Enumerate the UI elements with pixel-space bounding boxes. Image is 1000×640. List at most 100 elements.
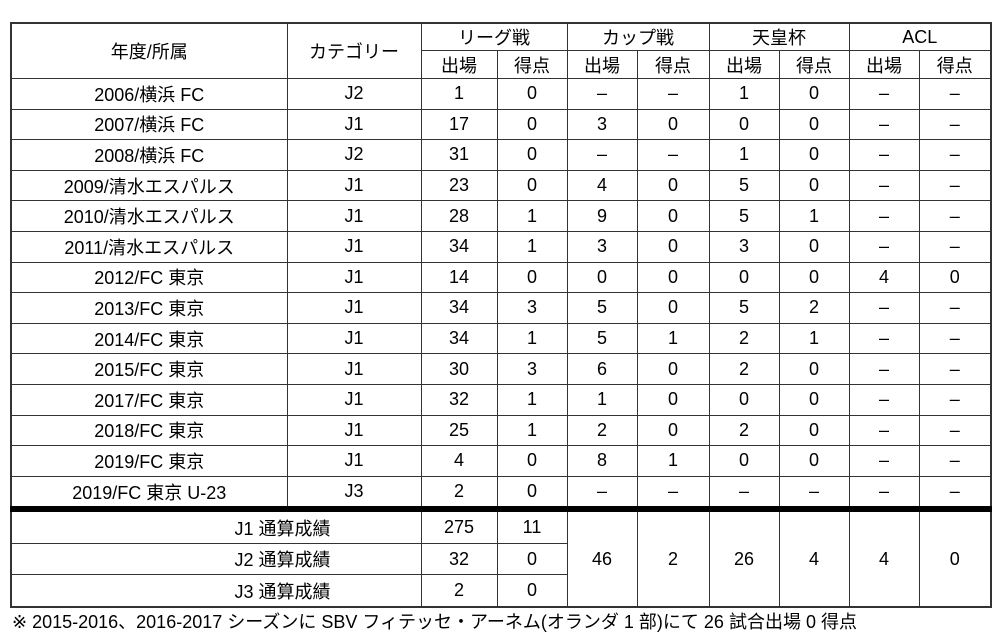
cell-emperor-apps: 0	[708, 445, 780, 477]
cell-acl-apps: –	[848, 108, 920, 141]
cell-acl-goals: –	[918, 445, 992, 477]
cell-acl-goals: –	[918, 200, 992, 232]
cell-cup-apps: 1	[566, 383, 638, 416]
cell-cup-apps: 4	[566, 169, 638, 202]
total-apps: 275	[420, 506, 498, 544]
cell-emperor-goals: 0	[778, 78, 850, 110]
table-row: 2007/横浜 FC J1 17 0 3 0 0 0– –	[10, 108, 992, 141]
cell-league-goals: 1	[496, 322, 568, 355]
cell-acl-apps: 4	[848, 261, 920, 294]
acl-total-goals: 0	[918, 506, 992, 608]
cell-league-goals: 0	[496, 475, 568, 510]
total-row-j2: J2 通算成績 32 0	[10, 542, 991, 576]
total-row-j1: J1 通算成績 275 11 46 2 26 4 4 0	[10, 506, 992, 608]
cell-year-club: 2006/横浜 FC	[10, 78, 288, 110]
total-row-j3: J3 通算成績 2 0	[10, 574, 991, 608]
cell-league-apps: 25	[420, 414, 498, 447]
cell-category: J1	[286, 445, 422, 477]
cell-acl-goals: –	[918, 292, 992, 324]
cell-emperor-goals: 1	[778, 200, 850, 232]
cell-emperor-goals: 0	[778, 261, 850, 294]
cell-emperor-apps: –	[708, 475, 780, 510]
cell-acl-apps: –	[848, 353, 920, 385]
cell-cup-apps: 8	[566, 445, 638, 477]
cell-league-goals: 3	[496, 353, 568, 385]
cell-year-club: 2014/FC 東京	[10, 322, 288, 355]
cell-category: J1	[286, 353, 422, 385]
cell-category: J3	[286, 475, 422, 510]
cell-category: J2	[286, 78, 422, 110]
cell-emperor-apps: 1	[708, 78, 780, 110]
header-acl: ACL	[848, 22, 992, 51]
cell-emperor-apps: 0	[708, 261, 780, 294]
cell-league-goals: 1	[496, 200, 568, 232]
cell-league-apps: 30	[420, 353, 498, 385]
cell-year-club: 2019/FC 東京 U-23	[10, 475, 288, 510]
cell-acl-apps: –	[848, 322, 920, 355]
cell-year-club: 2007/横浜 FC	[10, 108, 288, 141]
cell-emperor-apps: 2	[708, 353, 780, 385]
header-category: カテゴリー	[286, 22, 422, 79]
total-label: J1 通算成績	[10, 506, 422, 544]
total-goals: 11	[496, 506, 568, 544]
cell-emperor-goals: 2	[778, 292, 850, 324]
cell-acl-goals: 0	[918, 261, 992, 294]
cell-acl-goals: –	[918, 383, 992, 416]
cell-league-apps: 1	[420, 78, 498, 110]
table-row: 2015/FC 東京 J1 30 3 6 0 2 0– –	[10, 353, 992, 385]
cup-total-apps: 46	[566, 506, 638, 608]
header-goals: 得点	[918, 50, 992, 79]
cell-cup-goals: 0	[636, 230, 710, 263]
cell-acl-apps: –	[848, 200, 920, 232]
cell-acl-goals: –	[918, 169, 992, 202]
footnote: ※ 2015-2016、2016-2017 シーズンに SBV フィテッセ・アー…	[12, 612, 857, 632]
cell-league-goals: 0	[496, 108, 568, 141]
cell-year-club: 2017/FC 東京	[10, 383, 288, 416]
cell-cup-apps: 5	[566, 322, 638, 355]
cell-acl-goals: –	[918, 230, 992, 263]
table-row: 2008/横浜 FC J2 31 0– –1 0– –	[10, 139, 992, 171]
cell-cup-goals: 0	[636, 383, 710, 416]
header-apps: 出場	[708, 50, 780, 79]
cell-category: J1	[286, 292, 422, 324]
cell-cup-apps: 6	[566, 353, 638, 385]
cell-year-club: 2015/FC 東京	[10, 353, 288, 385]
cell-league-goals: 0	[496, 445, 568, 477]
cell-emperor-goals: 0	[778, 169, 850, 202]
cell-acl-apps: –	[848, 475, 920, 510]
cup-total-goals: 2	[636, 506, 710, 608]
header-league: リーグ戦	[420, 22, 568, 51]
cell-year-club: 2013/FC 東京	[10, 292, 288, 324]
emperor-total-goals: 4	[778, 506, 850, 608]
cell-cup-goals: 0	[636, 292, 710, 324]
cell-emperor-goals: 0	[778, 383, 850, 416]
cell-acl-goals: –	[918, 322, 992, 355]
cell-category: J1	[286, 200, 422, 232]
cell-category: J1	[286, 108, 422, 141]
header-goals: 得点	[778, 50, 850, 79]
cell-cup-goals: 1	[636, 445, 710, 477]
cell-cup-goals: 0	[636, 414, 710, 447]
cell-emperor-goals: 0	[778, 139, 850, 171]
cell-cup-apps: 3	[566, 108, 638, 141]
table-row: 2010/清水エスパルス J1 28 1 9 0 5 1– –	[10, 200, 992, 232]
cell-cup-apps: 9	[566, 200, 638, 232]
header-goals: 得点	[636, 50, 710, 79]
header-year-club: 年度/所属	[10, 22, 288, 79]
cell-emperor-apps: 3	[708, 230, 780, 263]
cell-league-goals: 1	[496, 383, 568, 416]
header-goals: 得点	[496, 50, 568, 79]
cell-year-club: 2011/清水エスパルス	[10, 230, 288, 263]
cell-category: J1	[286, 261, 422, 294]
cell-emperor-apps: 2	[708, 322, 780, 355]
cell-acl-goals: –	[918, 475, 992, 510]
cell-league-apps: 4	[420, 445, 498, 477]
cell-league-apps: 2	[420, 475, 498, 510]
cell-cup-goals: –	[636, 139, 710, 171]
emperor-total-apps: 26	[708, 506, 780, 608]
cell-year-club: 2008/横浜 FC	[10, 139, 288, 171]
cell-cup-goals: –	[636, 475, 710, 510]
cell-emperor-apps: 1	[708, 139, 780, 171]
header-apps: 出場	[566, 50, 638, 79]
cell-emperor-goals: 0	[778, 230, 850, 263]
